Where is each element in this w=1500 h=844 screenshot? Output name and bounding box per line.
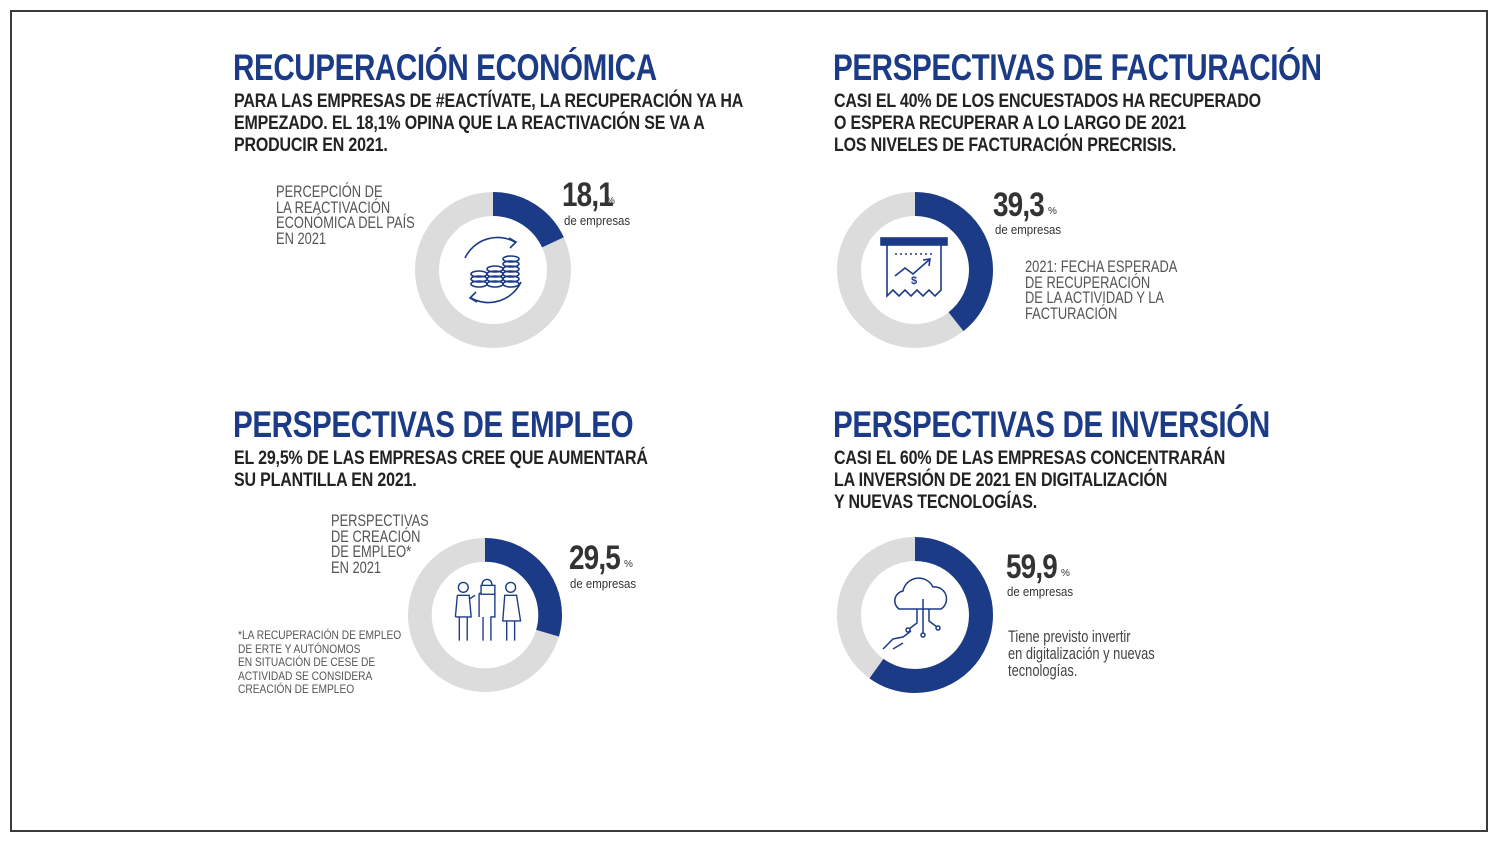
label-line: FACTURACIÓN — [1025, 304, 1118, 323]
label-line: PERCEPCIÓN DE — [276, 183, 383, 201]
donut-chart — [415, 192, 571, 348]
panel-title: RECUPERACIÓN ECONÓMICA — [233, 47, 657, 88]
panel-description: CASI EL 40% DE LOS ENCUESTADOS HA RECUPE… — [834, 90, 1261, 156]
people-icon — [454, 578, 522, 641]
cloud-hand-icon — [882, 577, 948, 650]
footnote-line: ACTIVIDAD SE CONSIDERA — [238, 668, 373, 683]
label-line: 2021: FECHA ESPERADA — [1025, 258, 1178, 276]
value-number: 59,9 — [1006, 548, 1058, 586]
donut-value-arc — [415, 192, 571, 348]
description-line: PARA LAS EMPRESAS DE #EACTÍVATE, LA RECU… — [234, 90, 744, 112]
panel-title: PERSPECTIVAS DE EMPLEO — [233, 404, 634, 445]
label-line: EN 2021 — [276, 229, 327, 248]
coins-cycle-icon — [464, 236, 522, 304]
donut-chart: $ — [837, 192, 993, 348]
label-line: tecnologías. — [1008, 662, 1078, 680]
donut-value-arc — [837, 537, 993, 693]
label-line: EN 2021 — [331, 558, 382, 577]
value-subtitle: de empresas — [570, 576, 637, 591]
panel-description: PARA LAS EMPRESAS DE #EACTÍVATE, LA RECU… — [234, 90, 743, 156]
description-line: LA INVERSIÓN DE 2021 EN DIGITALIZACIÓN — [834, 469, 1168, 491]
percent-sign: % — [606, 196, 615, 207]
footnote-line: CREACIÓN DE EMPLEO — [238, 682, 355, 696]
value-number: 39,3 — [993, 186, 1045, 224]
description-line: EL 29,5% DE LAS EMPRESAS CREE QUE AUMENT… — [234, 447, 648, 469]
svg-text:$: $ — [911, 275, 917, 287]
value-subtitle: de empresas — [1007, 584, 1074, 599]
percent-sign: % — [1048, 206, 1057, 217]
label-line: en digitalización y nuevas — [1008, 645, 1155, 663]
percent-sign: % — [1061, 568, 1070, 579]
value-subtitle: de empresas — [995, 222, 1062, 237]
infographic-frame — [10, 10, 1488, 832]
label-line: DE LA ACTIVIDAD Y LA — [1025, 289, 1165, 307]
description-line: LOS NIVELES DE FACTURACIÓN PRECRISIS. — [834, 134, 1177, 156]
description-line: CASI EL 40% DE LOS ENCUESTADOS HA RECUPE… — [834, 90, 1261, 112]
chart-label: Tiene previsto invertir en digitalizació… — [1008, 629, 1155, 680]
donut-value-arc — [408, 538, 562, 692]
label-line: Tiene previsto invertir — [1008, 628, 1131, 646]
value-number: 29,5 — [569, 539, 621, 577]
footnote: *LA RECUPERACIÓN DE EMPLEO DE ERTE Y AUT… — [238, 628, 402, 697]
description-line: PRODUCIR EN 2021. — [234, 134, 388, 156]
label-line: ECONÓMICA DEL PAÍS — [276, 214, 415, 232]
invoice-chart-icon: $ — [880, 237, 948, 298]
chart-label: PERSPECTIVAS DE CREACIÓN DE EMPLEO* EN 2… — [331, 512, 429, 577]
footnote-line: DE ERTE Y AUTÓNOMOS — [238, 641, 361, 656]
donut-value-arc — [837, 192, 993, 348]
description-line: O ESPERA RECUPERAR A LO LARGO DE 2021 — [834, 112, 1186, 134]
label-line: DE CREACIÓN — [331, 527, 421, 546]
panel-title: PERSPECTIVAS DE FACTURACIÓN — [833, 47, 1322, 88]
donut-chart — [837, 537, 993, 693]
description-line: SU PLANTILLA EN 2021. — [234, 469, 417, 491]
value-number: 18,1 — [562, 176, 614, 214]
label-line: LA REACTIVACIÓN — [276, 198, 391, 217]
panel-title: PERSPECTIVAS DE INVERSIÓN — [833, 404, 1270, 445]
panel-description: EL 29,5% DE LAS EMPRESAS CREE QUE AUMENT… — [234, 447, 648, 491]
donut-chart — [408, 538, 562, 692]
chart-label: PERCEPCIÓN DE LA REACTIVACIÓN ECONÓMICA … — [276, 183, 415, 248]
label-line: DE EMPLEO* — [331, 543, 412, 561]
value-subtitle: de empresas — [564, 213, 631, 228]
percent-sign: % — [624, 559, 633, 570]
description-line: Y NUEVAS TECNOLOGÍAS. — [834, 491, 1037, 513]
chart-label: 2021: FECHA ESPERADA DE RECUPERACIÓN DE … — [1025, 258, 1178, 323]
label-line: DE RECUPERACIÓN — [1025, 273, 1151, 292]
footnote-line: EN SITUACIÓN DE CESE DE — [238, 655, 376, 669]
description-line: CASI EL 60% DE LAS EMPRESAS CONCENTRARÁN — [834, 447, 1226, 469]
footnote-line: *LA RECUPERACIÓN DE EMPLEO — [238, 628, 402, 642]
description-line: EMPEZADO. EL 18,1% OPINA QUE LA REACTIVA… — [234, 112, 705, 134]
label-line: PERSPECTIVAS — [331, 512, 429, 530]
panel-description: CASI EL 60% DE LAS EMPRESAS CONCENTRARÁN… — [834, 447, 1225, 513]
